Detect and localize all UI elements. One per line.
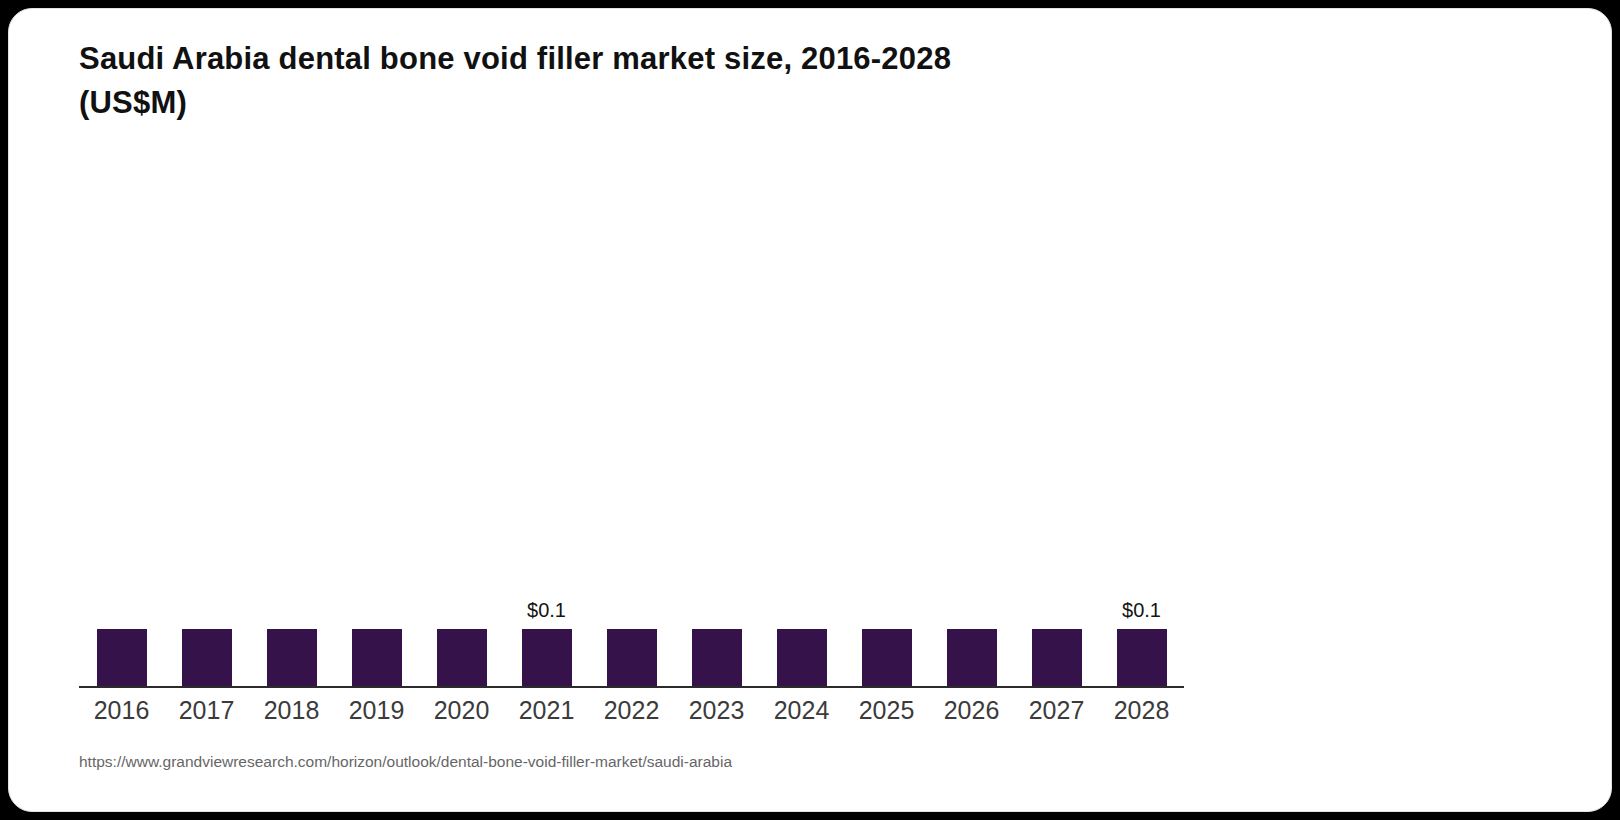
bar-2017 <box>182 629 232 686</box>
bar-group-2026 <box>929 598 1014 686</box>
bar-2026 <box>947 629 997 686</box>
source-url: https://www.grandviewresearch.com/horizo… <box>79 753 732 771</box>
bar-group-2019 <box>334 598 419 686</box>
bar-group-2022 <box>589 598 674 686</box>
chart-title-line2: (US$M) <box>79 81 1179 125</box>
chart-title: Saudi Arabia dental bone void filler mar… <box>79 37 1179 125</box>
x-tick-label: 2022 <box>589 696 674 725</box>
bar-group-2021: $0.1 <box>504 598 589 686</box>
bar-group-2020 <box>419 598 504 686</box>
bar-group-2024 <box>759 598 844 686</box>
bar-2023 <box>692 629 742 686</box>
x-tick-label: 2027 <box>1014 696 1099 725</box>
x-tick-label: 2021 <box>504 696 589 725</box>
x-tick-label: 2018 <box>249 696 334 725</box>
bar-value-label: $0.1 <box>1122 598 1161 622</box>
bar-2024 <box>777 629 827 686</box>
bar-2019 <box>352 629 402 686</box>
x-axis-labels: 2016 2017 2018 2019 2020 2021 2022 2023 … <box>79 696 1184 725</box>
bar-2020 <box>437 629 487 686</box>
bar-group-2025 <box>844 598 929 686</box>
bar-2016 <box>97 629 147 686</box>
bar-2022 <box>607 629 657 686</box>
bar-2027 <box>1032 629 1082 686</box>
x-tick-label: 2017 <box>164 696 249 725</box>
bar-group-2028: $0.1 <box>1099 598 1184 686</box>
x-tick-label: 2024 <box>759 696 844 725</box>
bar-2021 <box>522 629 572 686</box>
bar-value-label: $0.1 <box>527 598 566 622</box>
bar-group-2016 <box>79 598 164 686</box>
bar-group-2018 <box>249 598 334 686</box>
bars-row: $0.1 <box>79 583 1184 686</box>
bar-group-2017 <box>164 598 249 686</box>
x-tick-label: 2026 <box>929 696 1014 725</box>
bar-2025 <box>862 629 912 686</box>
bar-group-2023 <box>674 598 759 686</box>
x-tick-label: 2023 <box>674 696 759 725</box>
chart-title-line1: Saudi Arabia dental bone void filler mar… <box>79 37 1179 81</box>
x-tick-label: 2025 <box>844 696 929 725</box>
x-tick-label: 2019 <box>334 696 419 725</box>
x-tick-label: 2028 <box>1099 696 1184 725</box>
chart-card: Saudi Arabia dental bone void filler mar… <box>8 8 1612 812</box>
bar-chart: $0.1 <box>79 583 1184 725</box>
x-tick-label: 2016 <box>79 696 164 725</box>
x-axis-line <box>79 686 1184 688</box>
bar-2018 <box>267 629 317 686</box>
x-tick-label: 2020 <box>419 696 504 725</box>
bar-group-2027 <box>1014 598 1099 686</box>
bar-2028 <box>1117 629 1167 686</box>
